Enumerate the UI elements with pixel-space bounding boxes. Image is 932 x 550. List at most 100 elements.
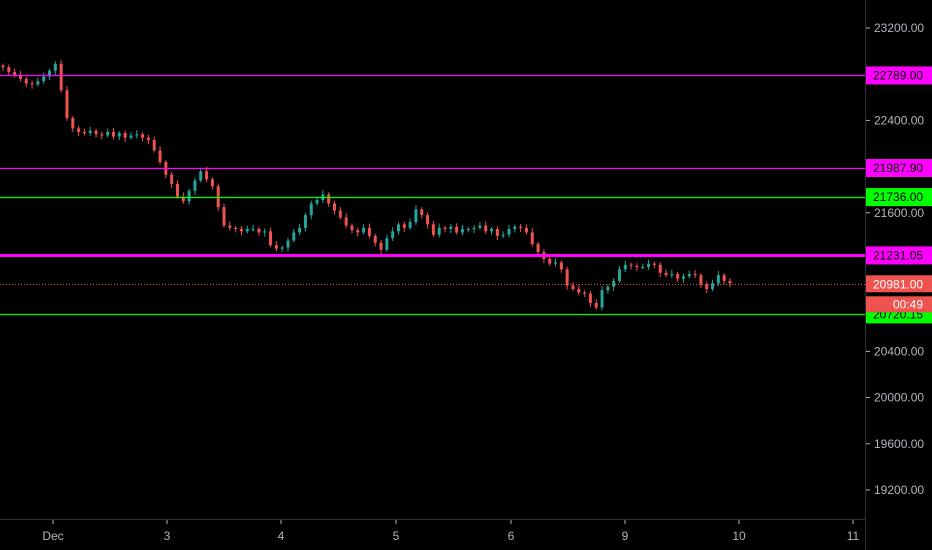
candle-body (420, 209, 424, 216)
candle-body (670, 274, 674, 276)
candle-body (152, 140, 156, 151)
candle-body (24, 78, 28, 84)
candle-body (1, 65, 5, 68)
candle-body (647, 263, 651, 268)
candle-body (588, 293, 592, 303)
y-tick-label: 19600.00 (874, 437, 924, 451)
countdown-label: 00:49 (893, 297, 923, 311)
candle-body (216, 186, 220, 208)
candle-body (222, 207, 226, 226)
x-tick-label: 11 (847, 529, 860, 543)
candle-body (292, 232, 296, 241)
candle-body (303, 215, 307, 228)
candle-body (175, 183, 179, 197)
candle-body (170, 174, 174, 184)
candle-body (36, 81, 40, 85)
candle-body (315, 200, 319, 204)
candle-body (728, 280, 732, 284)
candle-body (123, 133, 127, 138)
candle-body (565, 269, 569, 286)
candle-body (426, 215, 430, 225)
candle-body (693, 274, 697, 276)
candle-body (472, 227, 476, 229)
candle-body (396, 224, 400, 232)
candle-body (274, 245, 278, 249)
price-label-box (866, 66, 932, 85)
candle-body (205, 171, 209, 180)
candle-body (408, 222, 412, 228)
candle-body (59, 63, 63, 91)
candle-body (391, 231, 395, 239)
candle-body (600, 290, 604, 308)
candle-body (437, 227, 441, 235)
x-tick-label: 4 (278, 529, 285, 543)
candle-body (617, 269, 621, 281)
candle-body (524, 227, 528, 233)
candle-body (251, 228, 255, 230)
candle-body (228, 225, 232, 228)
candle-body (100, 134, 104, 136)
candle-body (94, 130, 98, 135)
candle-body (513, 226, 517, 229)
price-label-text: 21736.00 (873, 190, 923, 204)
candle-body (385, 238, 389, 250)
candle-body (490, 228, 494, 232)
candle-body (559, 262, 563, 270)
price-label-text: 21987.90 (873, 161, 923, 175)
candle-body (181, 196, 185, 202)
candle-body (373, 235, 377, 243)
candle-body (193, 180, 197, 191)
candle-body (495, 228, 499, 236)
candle-body (65, 90, 69, 119)
candle-body (362, 227, 366, 233)
price-label-text: 21231.05 (873, 248, 923, 262)
candle-body (443, 227, 447, 229)
price-label-text: 22789.00 (873, 68, 923, 82)
candle-body (18, 75, 22, 79)
candle-body (333, 203, 337, 211)
candle-body (298, 227, 302, 233)
candle-body (536, 243, 540, 253)
candle-body (431, 224, 435, 235)
price-label-box (866, 158, 932, 177)
candle-body (455, 226, 459, 233)
candle-body (309, 203, 313, 216)
candle-body (327, 194, 331, 204)
x-tick-label: 6 (508, 529, 515, 543)
candle-body (239, 228, 243, 232)
candle-body (676, 274, 680, 279)
horizontal-lines-layer (0, 74, 865, 316)
candle-body (594, 302, 598, 308)
candle-body (187, 190, 191, 202)
candle-body (210, 179, 214, 187)
y-tick-label: 21600.00 (874, 206, 924, 220)
price-labels: 22789.0021987.9021736.0021231.0520720.15… (866, 66, 932, 324)
candle-body (356, 230, 360, 233)
candle-body (263, 231, 267, 233)
current-price-label: 20981.00 (873, 277, 923, 291)
candle-body (48, 70, 52, 77)
candle-body (106, 131, 110, 136)
candle-body (507, 228, 511, 235)
candle-body (146, 137, 150, 141)
candle-body (606, 286, 610, 291)
candle-body (82, 131, 86, 134)
candle-body (577, 289, 581, 293)
candle-body (280, 247, 284, 249)
x-tick-label: Dec (42, 529, 63, 543)
candle-body (379, 242, 383, 250)
y-tick-label: 22400.00 (874, 113, 924, 127)
candle-body (112, 131, 116, 137)
candle-body (681, 276, 685, 279)
candle-body (629, 264, 633, 266)
y-tick-label: 19200.00 (874, 483, 924, 497)
candle-body (501, 234, 505, 236)
candle-body (460, 228, 464, 233)
candle-body (158, 150, 162, 162)
candle-body (612, 280, 616, 287)
candle-body (269, 231, 273, 246)
candle-body (367, 227, 371, 236)
candle-body (338, 210, 342, 218)
candle-body (402, 224, 406, 228)
